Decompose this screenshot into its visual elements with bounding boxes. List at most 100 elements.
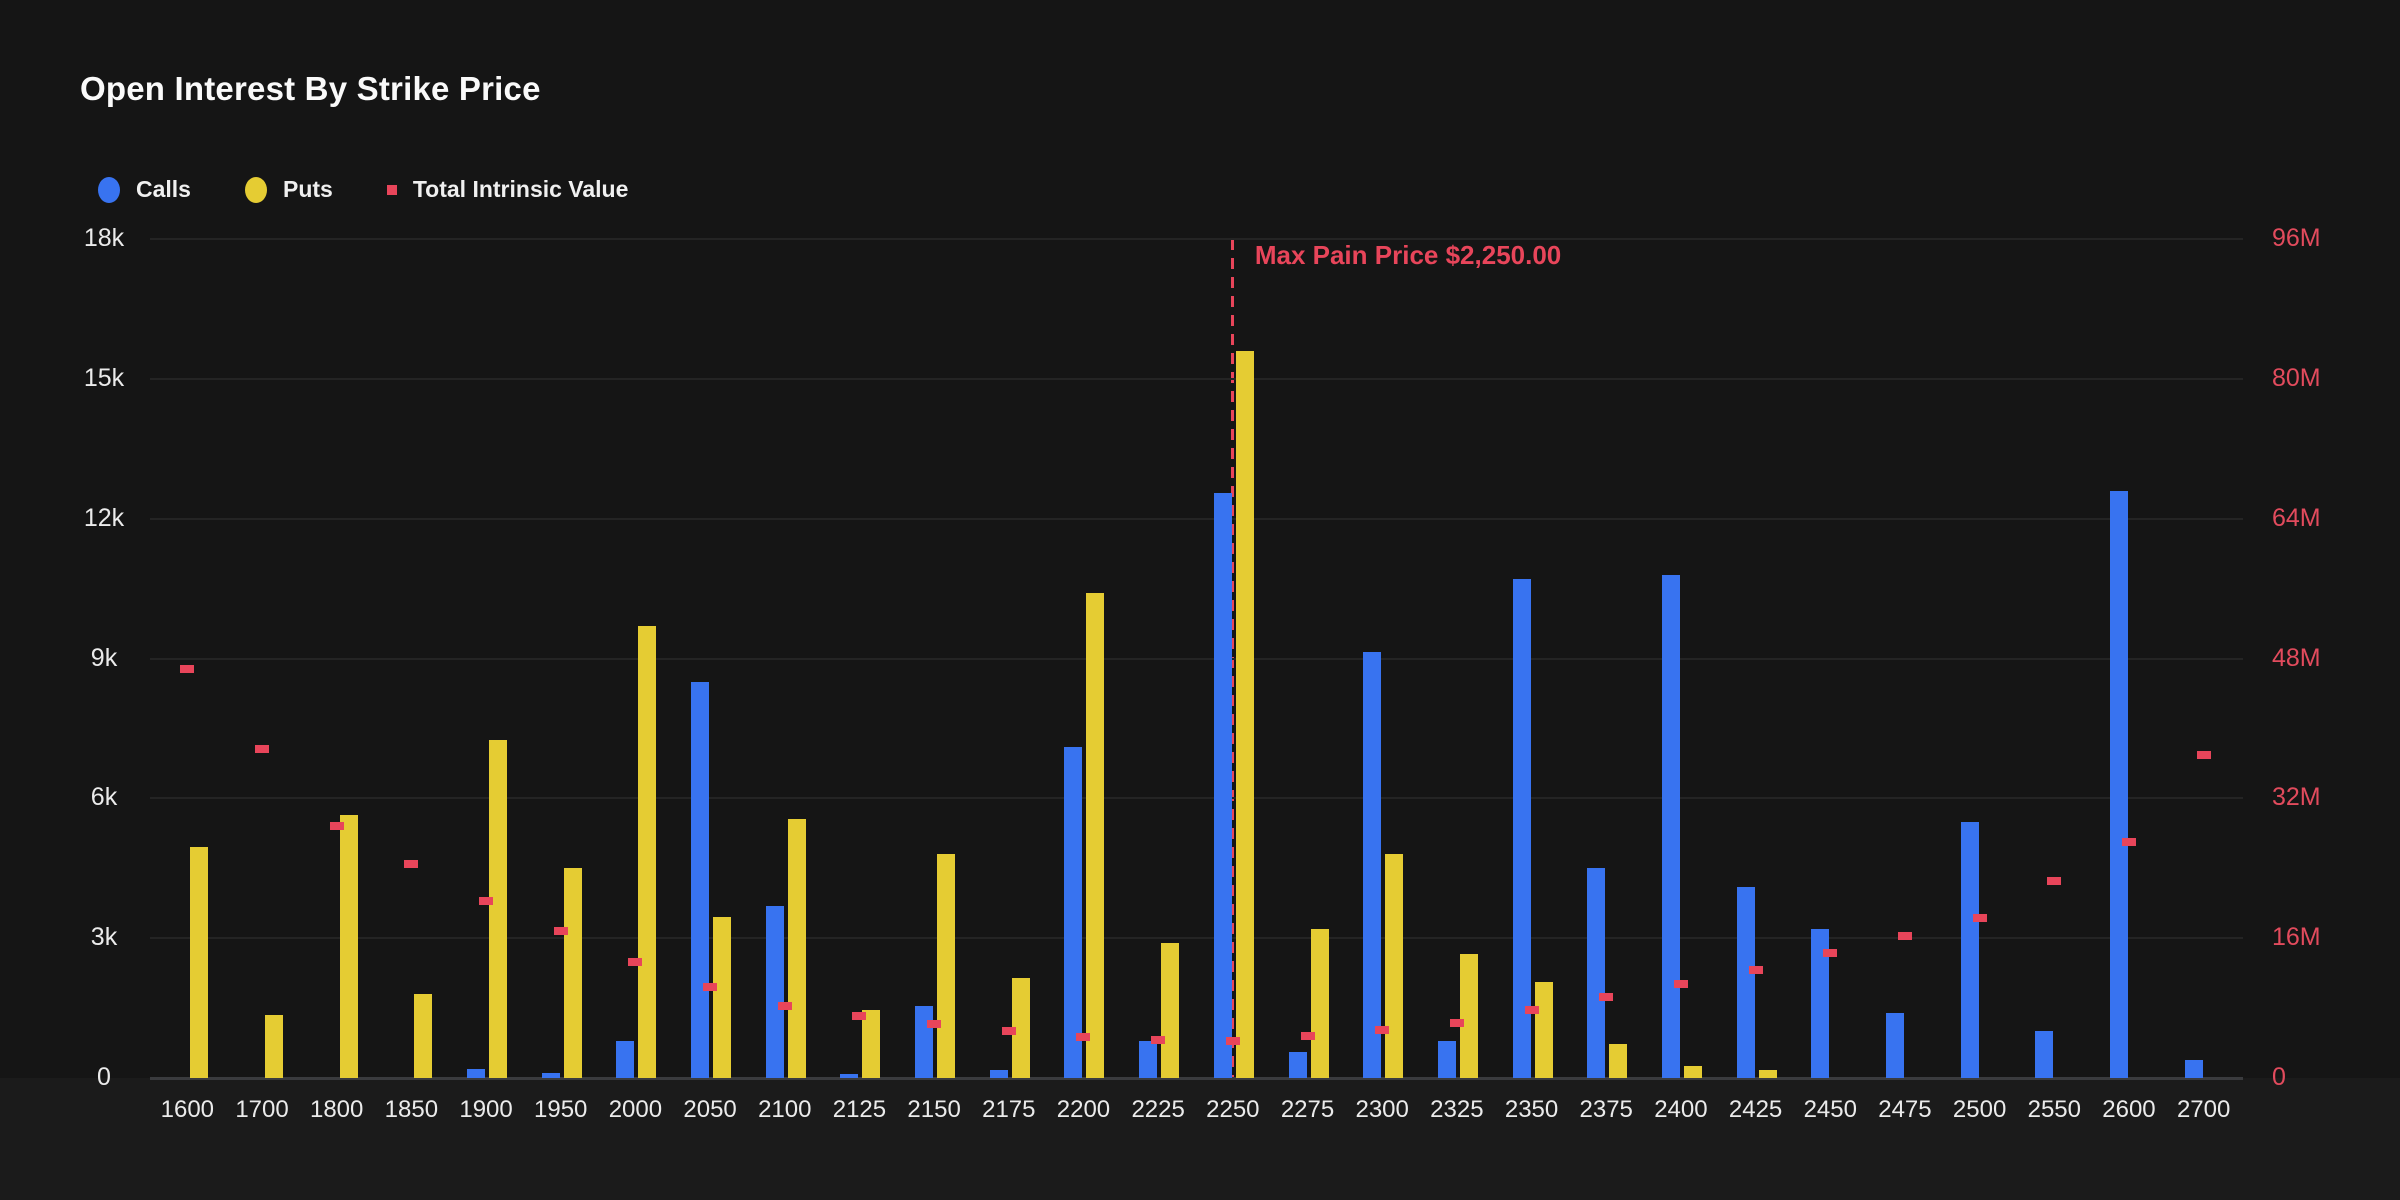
puts-bar-2200[interactable]	[1086, 593, 1105, 1078]
puts-bar-1800[interactable]	[339, 814, 358, 1078]
intrinsic-value-marker-2250[interactable]	[1225, 1037, 1240, 1046]
intrinsic-value-marker-2200[interactable]	[1076, 1032, 1091, 1041]
x-axis-tick-1900: 1900	[459, 1096, 513, 1123]
puts-bar-2000[interactable]	[638, 625, 657, 1078]
intrinsic-value-marker-2500[interactable]	[1972, 914, 1987, 923]
legend-item-intrinsic-value[interactable]: Total Intrinsic Value	[386, 176, 629, 203]
calls-bar-2600[interactable]	[2109, 490, 2128, 1078]
calls-bar-2150[interactable]	[915, 1005, 934, 1078]
y-axis-left-tick-18k: 18k	[83, 224, 125, 252]
calls-bar-2275[interactable]	[1288, 1052, 1307, 1078]
puts-bar-1600[interactable]	[190, 847, 209, 1078]
intrinsic-value-marker-2150[interactable]	[927, 1019, 942, 1028]
calls-bar-2200[interactable]	[1064, 747, 1083, 1078]
puts-bar-1700[interactable]	[265, 1015, 284, 1078]
calls-bar-1900[interactable]	[467, 1068, 486, 1078]
calls-bar-2550[interactable]	[2035, 1031, 2054, 1078]
intrinsic-value-marker-1900[interactable]	[479, 896, 494, 905]
puts-bar-2100[interactable]	[787, 819, 806, 1078]
puts-bar-1950[interactable]	[563, 868, 582, 1078]
intrinsic-value-marker-2600[interactable]	[2121, 838, 2136, 847]
puts-bar-2125[interactable]	[862, 1010, 881, 1078]
intrinsic-value-marker-1950[interactable]	[553, 927, 568, 936]
puts-bar-2400[interactable]	[1683, 1066, 1702, 1078]
legend-intrinsic-value-label: Total Intrinsic Value	[412, 176, 629, 202]
intrinsic-value-marker-2475[interactable]	[1897, 932, 1912, 941]
intrinsic-value-marker-2125[interactable]	[852, 1011, 867, 1020]
calls-bar-2700[interactable]	[2184, 1060, 2203, 1078]
intrinsic-value-marker-2400[interactable]	[1673, 979, 1688, 988]
calls-bar-2300[interactable]	[1363, 651, 1382, 1078]
puts-bar-2375[interactable]	[1609, 1044, 1628, 1078]
intrinsic-value-marker-2425[interactable]	[1748, 965, 1763, 974]
calls-bar-2375[interactable]	[1587, 868, 1606, 1078]
x-axis-tick-2250: 2250	[1206, 1096, 1260, 1123]
calls-bar-2050[interactable]	[691, 681, 710, 1078]
calls-bar-2450[interactable]	[1811, 928, 1830, 1078]
calls-bar-1950[interactable]	[541, 1073, 560, 1078]
intrinsic-value-marker-2700[interactable]	[2196, 750, 2211, 759]
calls-bar-2325[interactable]	[1437, 1040, 1456, 1078]
puts-bar-2325[interactable]	[1459, 954, 1478, 1078]
legend-item-calls[interactable]: Calls	[98, 176, 191, 203]
calls-bar-2425[interactable]	[1736, 886, 1755, 1078]
intrinsic-value-marker-1600[interactable]	[180, 664, 195, 673]
calls-bar-2350[interactable]	[1512, 579, 1531, 1078]
puts-legend-marker-icon	[244, 176, 267, 203]
calls-bar-2125[interactable]	[840, 1074, 859, 1078]
y-axis-left-tick-12k: 12k	[83, 503, 125, 532]
calls-bar-2100[interactable]	[765, 905, 784, 1078]
intrinsic-value-marker-1800[interactable]	[329, 822, 344, 831]
intrinsic-value-marker-2050[interactable]	[703, 983, 718, 992]
intrinsic-value-marker-2350[interactable]	[1524, 1005, 1539, 1014]
puts-bar-1850[interactable]	[414, 994, 433, 1078]
puts-bar-2150[interactable]	[937, 854, 956, 1078]
x-axis-tick-2125: 2125	[832, 1096, 887, 1123]
calls-bar-2225[interactable]	[1139, 1040, 1158, 1078]
y-axis-left-tick-3k: 3k	[90, 923, 118, 952]
intrinsic-value-marker-2000[interactable]	[628, 957, 643, 966]
calls-bar-2250[interactable]	[1213, 493, 1232, 1078]
x-axis-tick-2300: 2300	[1355, 1096, 1409, 1123]
intrinsic-value-marker-2100[interactable]	[777, 1002, 792, 1011]
x-axis-tick-2275: 2275	[1280, 1096, 1335, 1123]
gridline	[150, 797, 2243, 800]
y-axis-right-tick-0: 0	[2272, 1063, 2286, 1091]
puts-bar-2425[interactable]	[1758, 1070, 1777, 1078]
x-axis-tick-2225: 2225	[1131, 1096, 1185, 1123]
intrinsic-value-marker-1850[interactable]	[404, 859, 419, 868]
intrinsic-value-marker-2550[interactable]	[2047, 877, 2062, 886]
calls-bar-2500[interactable]	[1960, 821, 1979, 1078]
intrinsic-value-marker-2375[interactable]	[1599, 992, 1614, 1001]
puts-bar-2300[interactable]	[1385, 854, 1404, 1078]
calls-bar-2000[interactable]	[616, 1040, 635, 1078]
puts-bar-1900[interactable]	[489, 740, 508, 1078]
intrinsic-value-marker-2325[interactable]	[1449, 1018, 1464, 1027]
gridline	[150, 657, 2243, 660]
intrinsic-value-marker-2225[interactable]	[1151, 1035, 1166, 1044]
x-axis-tick-2500: 2500	[1952, 1096, 2007, 1123]
legend-item-puts[interactable]: Puts	[244, 176, 333, 203]
intrinsic-value-marker-2450[interactable]	[1823, 949, 1838, 958]
puts-bar-2175[interactable]	[1011, 977, 1030, 1078]
calls-bar-2175[interactable]	[989, 1069, 1008, 1078]
x-axis-tick-2100: 2100	[758, 1096, 812, 1123]
y-axis-right-tick-48M: 48M	[2272, 643, 2321, 672]
intrinsic-value-marker-2275[interactable]	[1300, 1032, 1315, 1041]
intrinsic-value-legend-marker-icon	[386, 184, 397, 195]
x-axis-tick-2450: 2450	[1803, 1096, 1857, 1123]
intrinsic-value-marker-2300[interactable]	[1375, 1025, 1390, 1034]
x-axis-tick-2475: 2475	[1878, 1096, 1932, 1123]
puts-bar-2050[interactable]	[713, 917, 732, 1078]
puts-bar-2275[interactable]	[1310, 928, 1329, 1078]
puts-bar-2350[interactable]	[1534, 982, 1553, 1078]
y-axis-left-tick-0: 0	[97, 1063, 111, 1091]
calls-bar-2475[interactable]	[1885, 1012, 1904, 1078]
intrinsic-value-marker-2175[interactable]	[1001, 1026, 1016, 1035]
intrinsic-value-marker-1700[interactable]	[255, 745, 270, 754]
x-axis-tick-2325: 2325	[1430, 1096, 1484, 1123]
puts-bar-2225[interactable]	[1161, 942, 1180, 1078]
puts-bar-2250[interactable]	[1235, 350, 1254, 1078]
calls-bar-2400[interactable]	[1661, 574, 1680, 1078]
